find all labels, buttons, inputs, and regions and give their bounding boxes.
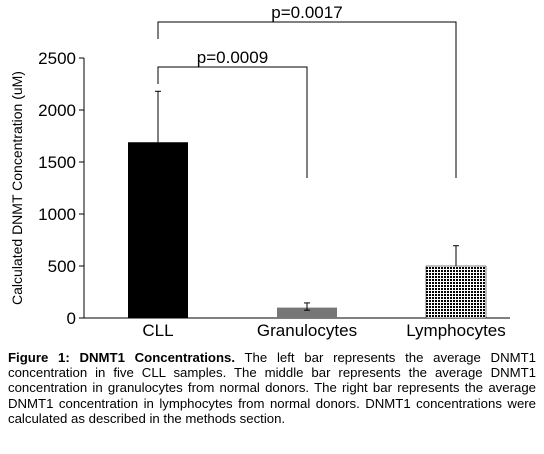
bar-cll — [128, 142, 188, 318]
y-axis-label: Calculated DNMT Concentration (uM) — [9, 71, 25, 305]
y-tick-label: 2000 — [38, 101, 76, 120]
axes: 0 500 1000 1500 2000 2500 CLL Granulocytes Lymph… — [38, 49, 510, 340]
y-tick-label: 0 — [67, 309, 76, 328]
bars — [128, 142, 487, 319]
bar-chart: 0 500 1000 1500 2000 2500 CLL Granulocytes Lymph… — [9, 3, 510, 340]
x-tick-label: Granulocytes — [257, 321, 357, 340]
y-tick-label: 500 — [48, 257, 76, 276]
significance-brackets: p=0.0009 p=0.0017 — [157, 3, 457, 178]
x-tick-label: Lymphocytes — [406, 321, 506, 340]
y-tick-label: 1000 — [38, 205, 76, 224]
x-tick-label: CLL — [142, 321, 173, 340]
p-value-label: p=0.0009 — [197, 48, 268, 67]
caption-text: The left bar represents the average DNMT… — [8, 350, 536, 426]
significance-bracket — [157, 21, 457, 178]
significance-bracket — [157, 66, 308, 178]
p-value-label: p=0.0017 — [271, 3, 342, 22]
error-bars — [155, 90, 459, 311]
y-tick-label: 2500 — [38, 49, 76, 68]
bar-granulocytes — [277, 307, 337, 318]
y-tick-label: 1500 — [38, 153, 76, 172]
figure-caption: Figure 1: DNMT1 Concentrations. The left… — [8, 350, 536, 426]
bar-lymphocytes — [425, 265, 487, 319]
caption-label: Figure 1: DNMT1 Concentrations. — [8, 350, 236, 365]
